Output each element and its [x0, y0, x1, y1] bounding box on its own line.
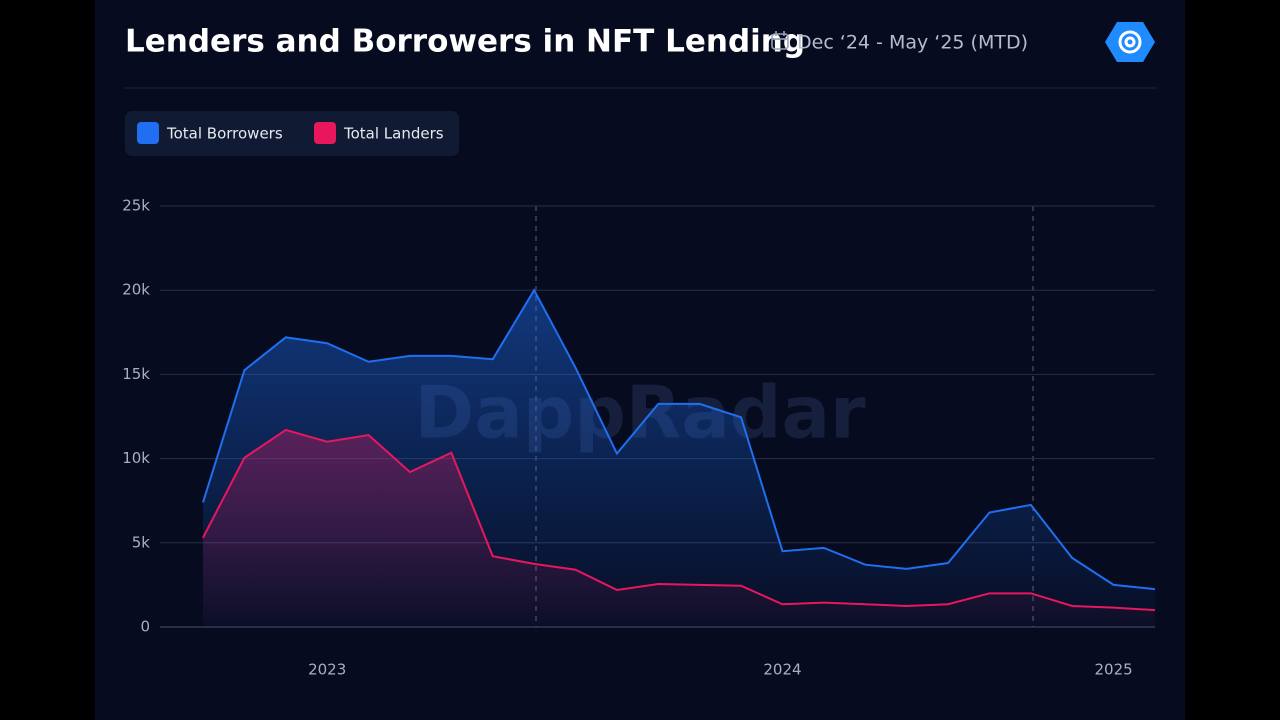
y-tick-label: 25k [122, 197, 150, 215]
y-tick-label: 10k [122, 449, 150, 467]
area-fill [203, 429, 1155, 627]
date-range: Dec ‘24 - May ‘25 (MTD) [797, 32, 1028, 54]
y-tick-label: 0 [140, 618, 150, 636]
legend-swatch [314, 122, 336, 144]
series-line [202, 288, 1156, 591]
legend-label: Total Landers [343, 125, 444, 143]
calendar-icon [771, 31, 789, 50]
logo [1105, 22, 1155, 62]
y-tick-label: 15k [122, 365, 150, 383]
x-tick-label: 2025 [1095, 661, 1133, 679]
legend-label: Total Borrowers [166, 125, 283, 143]
chart-title: Lenders and Borrowers in NFT Lending [125, 24, 805, 60]
x-tick-label: 2023 [308, 661, 346, 679]
series-line [202, 428, 1156, 612]
legend [125, 111, 459, 156]
legend-swatch [137, 122, 159, 144]
y-tick-label: 5k [132, 533, 151, 551]
y-tick-label: 20k [122, 281, 150, 299]
x-tick-label: 2024 [763, 661, 801, 679]
